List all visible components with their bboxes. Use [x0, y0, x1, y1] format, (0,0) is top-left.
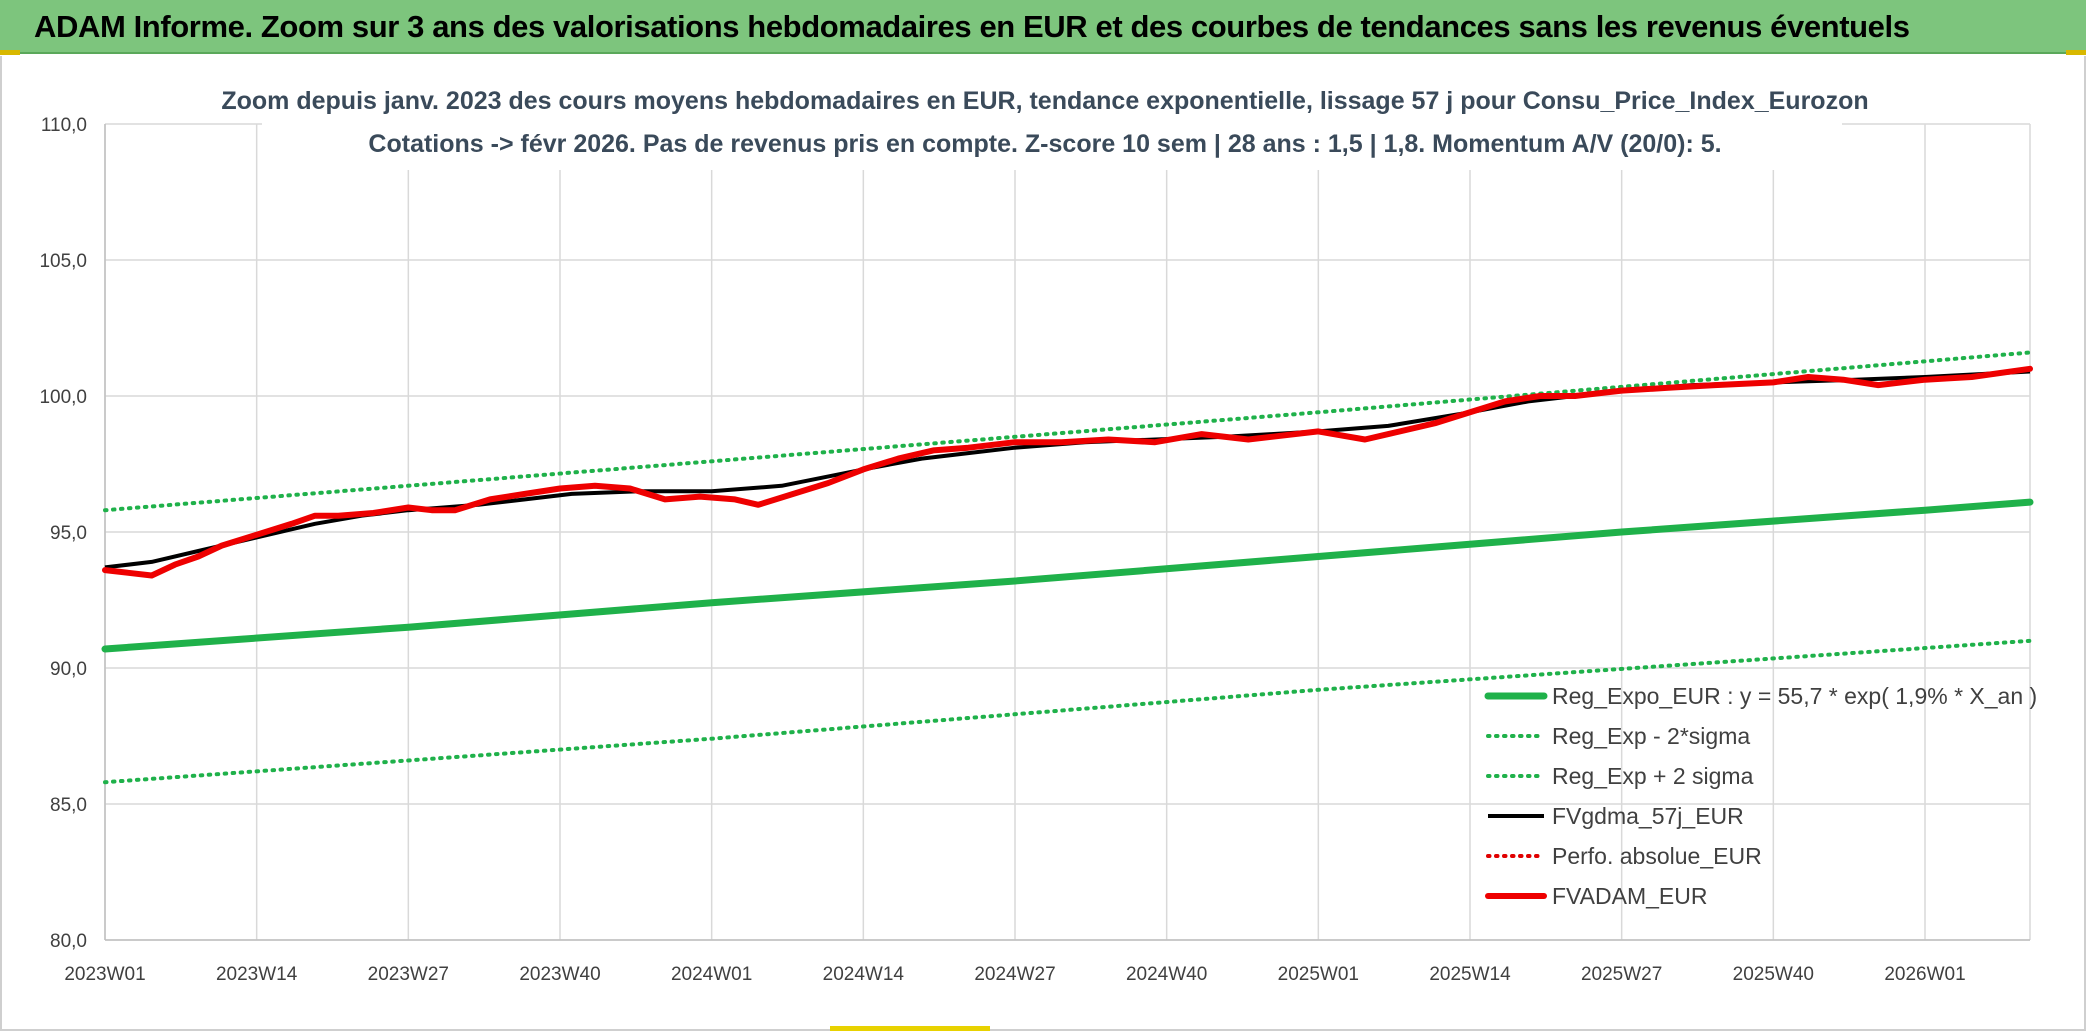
y-tick-label: 90,0	[50, 659, 87, 680]
x-tick-label: 2023W14	[216, 964, 298, 985]
axis-labels: 80,0 85,0 90,0 95,0 100,0 105,0 110,0 2023W01 20…	[39, 115, 2030, 985]
y-tick-label: 95,0	[50, 523, 87, 544]
legend-label: FVADAM_EUR	[1552, 883, 1708, 909]
series-line-2	[103, 350, 2032, 513]
x-tick-label: 2023W40	[519, 964, 600, 985]
series-line-1	[103, 638, 2032, 785]
x-tick-label: 2024W40	[1126, 964, 1207, 985]
chart-title-line-2: Cotations -> févr 2026. Pas de revenus p…	[368, 130, 1721, 158]
y-tick-label: 105,0	[39, 251, 87, 272]
x-tick-label: 2024W14	[823, 964, 905, 985]
y-tick-label: 110,0	[41, 115, 87, 136]
legend-label: Reg_Exp + 2 sigma	[1552, 763, 1754, 789]
x-tick-label: 2024W01	[671, 964, 752, 985]
chart-title-line-1: Zoom depuis janv. 2023 des cours moyens …	[221, 87, 1868, 115]
series-lines	[101, 350, 2034, 785]
chart-title-backdrop	[262, 78, 1842, 170]
report-title: ADAM Informe. Zoom sur 3 ans des valoris…	[34, 9, 1910, 44]
x-tick-label: 2025W01	[1278, 964, 1359, 985]
legend-label: Reg_Expo_EUR : y = 55,7 * exp( 1,9% * X_…	[1552, 683, 2037, 709]
x-tick-label: 2023W27	[368, 964, 449, 985]
series-line-0	[101, 498, 2034, 653]
y-tick-label: 100,0	[39, 387, 87, 408]
chart-title: Zoom depuis janv. 2023 des cours moyens …	[221, 78, 1869, 170]
report-banner: ADAM Informe. Zoom sur 3 ans des valoris…	[0, 0, 2086, 54]
series-line-5	[102, 365, 2033, 579]
chart-legend: Reg_Expo_EUR : y = 55,7 * exp( 1,9% * X_…	[1484, 683, 2037, 909]
banner-accent-left	[0, 50, 20, 55]
x-tick-label: 2023W01	[64, 964, 145, 985]
grid-lines	[104, 123, 2031, 941]
y-tick-label: 80,0	[50, 931, 87, 952]
legend-label: Reg_Exp - 2*sigma	[1552, 723, 1750, 749]
x-tick-label: 2026W01	[1884, 964, 1965, 985]
x-tick-label: 2025W40	[1733, 964, 1814, 985]
x-tick-label: 2025W14	[1429, 964, 1511, 985]
legend-label: Perfo. absolue_EUR	[1552, 843, 1762, 869]
y-tick-label: 85,0	[50, 795, 87, 816]
x-tick-label: 2024W27	[974, 964, 1055, 985]
bottom-accent	[830, 1026, 990, 1031]
banner-accent-right	[2066, 50, 2086, 55]
series-line-3	[104, 369, 2031, 570]
x-tick-label: 2025W27	[1581, 964, 1662, 985]
legend-label: FVgdma_57j_EUR	[1552, 803, 1744, 829]
chart-area	[0, 56, 2086, 1031]
